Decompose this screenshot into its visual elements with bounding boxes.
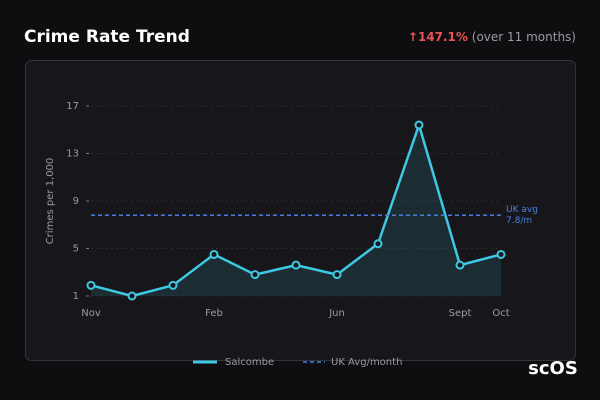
x-tick-label: Feb [205,308,223,319]
point [373,239,383,249]
x-tick-label: Nov [81,308,101,319]
point [250,270,260,280]
reference-value-label: 7.8/m [506,216,532,226]
legend-label: UK Avg/month [331,357,402,368]
x-tick-label: Jun [328,308,345,319]
point [127,291,137,301]
y-tick-label: 5 [73,244,79,255]
point [455,260,465,270]
point [86,280,96,290]
y-tick-label: 13 [66,149,79,160]
area [91,125,501,296]
chart-title: Crime Rate Trend [24,27,190,47]
point [168,280,178,290]
point [332,270,342,280]
point [209,249,219,259]
y-axis-label: Crimes per 1,000 [45,158,56,245]
legend-label: Salcombe [225,357,274,368]
card [25,60,576,361]
watermark: scOS [528,358,578,379]
point [291,260,301,270]
point [496,249,506,259]
period: (over 11 months) [472,30,576,44]
y-tick-label: 9 [73,196,79,207]
y-tick-label: 17 [66,101,79,112]
x-tick-label: Oct [492,308,509,319]
point [414,120,424,130]
change-summary: ↑147.1% (over 11 months) [408,30,576,44]
x-tick-label: Sept [449,308,472,319]
y-tick-label: 1 [73,291,79,302]
change: ↑147.1% [408,30,468,44]
reference-annotation: UK avg [506,205,538,215]
